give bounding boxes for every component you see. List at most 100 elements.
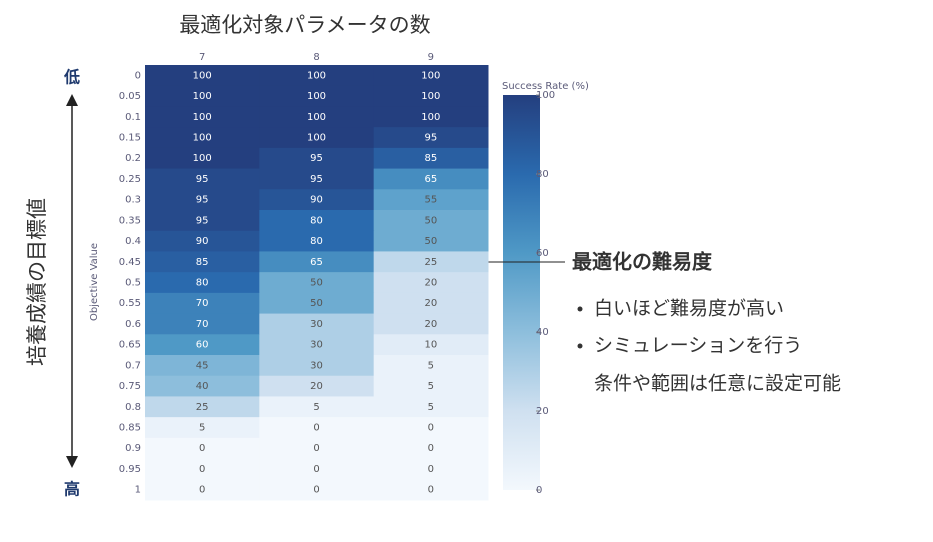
cell-label: 100: [307, 91, 326, 102]
cell-label: 100: [421, 112, 440, 123]
cell-label: 100: [193, 91, 212, 102]
y-tick-label: 0.55: [119, 298, 141, 309]
cell-label: 100: [193, 133, 212, 144]
cell-label: 100: [307, 70, 326, 81]
cell-label: 100: [307, 133, 326, 144]
cell: [145, 355, 260, 377]
cell: [373, 375, 489, 397]
y-tick-label: 0: [135, 70, 141, 81]
cell-label: 20: [310, 381, 323, 392]
cell: [145, 272, 260, 294]
cell: [373, 106, 489, 128]
cell: [145, 313, 260, 335]
cell-label: 95: [310, 174, 323, 185]
y-tick-label: 0.6: [125, 319, 141, 330]
note: シミュレーションを行う: [594, 335, 802, 357]
cell: [145, 168, 260, 190]
cell: [145, 85, 260, 107]
cell: [259, 106, 375, 128]
cell-label: 90: [310, 195, 323, 206]
cell: [259, 479, 375, 501]
colorbar-title: Success Rate (%): [502, 81, 589, 92]
cell-label: 100: [193, 112, 212, 123]
cell: [145, 458, 260, 480]
cell-label: 85: [196, 257, 209, 268]
y-tick-label: 0.8: [125, 402, 141, 413]
cell-label: 95: [310, 153, 323, 164]
cell: [373, 85, 489, 107]
cell: [259, 251, 375, 273]
cell: [373, 189, 489, 211]
cell: [373, 210, 489, 232]
cell-label: 0: [428, 464, 434, 475]
cell: [145, 375, 260, 397]
cell: [259, 355, 375, 377]
cell-label: 5: [313, 402, 319, 413]
cell-label: 0: [428, 423, 434, 434]
cell: [145, 251, 260, 273]
colorbar-tick-label: 20: [536, 406, 549, 417]
x-tick-label: 8: [313, 52, 319, 63]
cell-label: 65: [424, 174, 437, 185]
cell-label: 100: [421, 70, 440, 81]
y-tick-label: 0.75: [119, 381, 141, 392]
y-tick-label: 0.05: [119, 91, 141, 102]
cell: [145, 417, 260, 439]
cell: [259, 189, 375, 211]
cell-label: 0: [313, 485, 319, 496]
cell: [259, 65, 375, 87]
cell: [373, 479, 489, 501]
cell-label: 0: [313, 423, 319, 434]
cell: [373, 396, 489, 418]
cell: [373, 65, 489, 87]
cell: [259, 396, 375, 418]
cell: [373, 230, 489, 252]
cell-label: 80: [310, 215, 323, 226]
cell: [373, 292, 489, 315]
cell: [145, 396, 260, 418]
cell-label: 30: [310, 360, 323, 371]
cell: [373, 313, 489, 335]
y-tick-label: 0.9: [125, 443, 141, 454]
y-tick-label: 0.5: [125, 278, 141, 289]
axis-note: 培養成績の目標値: [25, 198, 49, 366]
cell-label: 20: [424, 278, 437, 289]
y-tick-label: 0.3: [125, 195, 141, 206]
x-tick-label: 7: [199, 52, 205, 63]
cell-label: 65: [310, 257, 323, 268]
cell: [145, 334, 260, 356]
cell-label: 0: [199, 464, 205, 475]
low-label: 低: [63, 68, 80, 87]
cell-label: 50: [424, 236, 437, 247]
y-tick-label: 0.65: [119, 340, 141, 351]
cell-label: 20: [424, 319, 437, 330]
cell: [259, 417, 375, 439]
cell-label: 25: [424, 257, 437, 268]
cell-label: 5: [428, 360, 434, 371]
bullet: [577, 306, 583, 312]
cell-label: 30: [310, 340, 323, 351]
cell: [259, 437, 375, 460]
cell: [373, 168, 489, 190]
cell-label: 85: [424, 153, 437, 164]
cell: [259, 458, 375, 480]
cell: [145, 437, 260, 460]
cell-label: 80: [310, 236, 323, 247]
cell: [145, 189, 260, 211]
cell-label: 100: [421, 91, 440, 102]
high-label: 高: [64, 480, 80, 499]
cell: [259, 230, 375, 252]
cell: [259, 147, 375, 170]
cell-label: 5: [428, 402, 434, 413]
y-tick-label: 0.45: [119, 257, 141, 268]
cell-label: 5: [199, 423, 205, 434]
cell: [373, 458, 489, 480]
cell-label: 95: [424, 133, 437, 144]
y-tick-label: 0.15: [119, 133, 141, 144]
cell-label: 100: [193, 70, 212, 81]
y-tick-label: 0.2: [125, 153, 141, 164]
cell: [259, 127, 375, 149]
cell: [373, 147, 489, 170]
cell: [259, 313, 375, 335]
cell-label: 25: [196, 402, 209, 413]
